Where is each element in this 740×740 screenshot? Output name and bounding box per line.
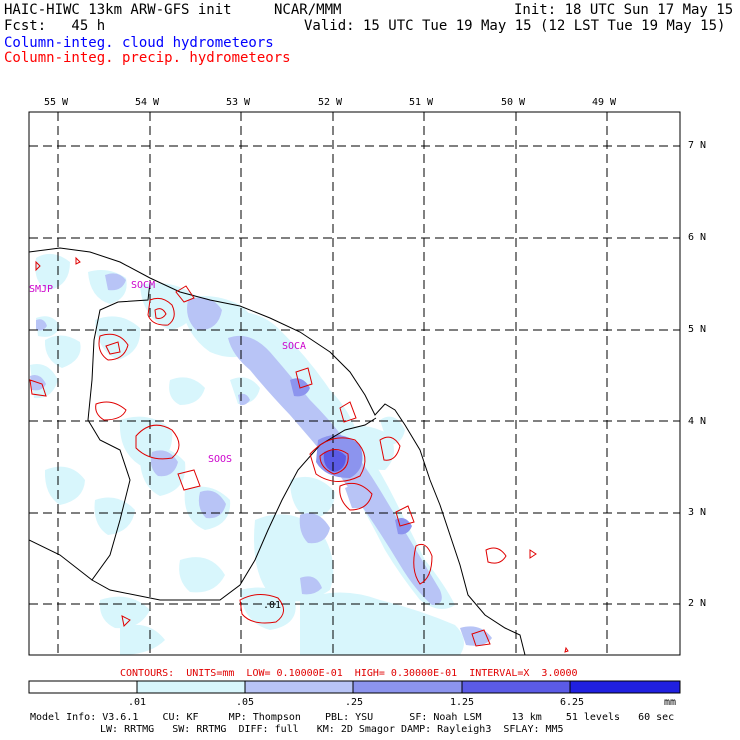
colorbar-tick: .01 — [128, 697, 147, 708]
lat-lon-grid — [29, 112, 680, 655]
colorbar-tick: .25 — [345, 697, 364, 708]
model-title: HAIC-HIWC 13km ARW-GFS init — [4, 2, 232, 18]
lon-label: 55 W — [44, 97, 69, 108]
station-label: SMJP — [29, 284, 54, 295]
lat-label: 7 N — [688, 140, 707, 151]
colorbar-tick: 6.25 — [560, 697, 585, 708]
station-label: SOCA — [282, 341, 307, 352]
lat-label: 4 N — [688, 416, 707, 427]
lat-label: 2 N — [688, 598, 707, 609]
contours-note: CONTOURS: UNITS=mm LOW= 0.10000E-01 HIGH… — [120, 668, 578, 679]
lon-label: 54 W — [135, 97, 160, 108]
border-lines — [29, 281, 377, 601]
colorbar-units: mm — [664, 697, 677, 708]
forecast-hour: Fcst: 45 h — [4, 18, 106, 34]
lon-label: 51 W — [409, 97, 434, 108]
coastline — [29, 247, 526, 655]
shade-level-125 — [323, 449, 346, 472]
lon-label: 53 W — [226, 97, 251, 108]
contour-value-label: .01 — [263, 600, 282, 611]
colorbar-tick: 1.25 — [450, 697, 475, 708]
station-label: SOOS — [208, 454, 233, 465]
frame-ticks — [57, 112, 680, 605]
lat-label: 6 N — [688, 232, 707, 243]
lat-label: 5 N — [688, 324, 707, 335]
init-time: Init: 18 UTC Sun 17 May 15 — [514, 2, 734, 18]
colorbar — [28, 680, 681, 694]
valid-time: Valid: 15 UTC Tue 19 May 15 (12 LST Tue … — [304, 18, 726, 34]
org-label: NCAR/MMM — [274, 2, 342, 18]
station-label: SOCM — [131, 280, 156, 291]
lat-label: 3 N — [688, 507, 707, 518]
legend-cloud: Column-integ. cloud hydrometeors — [4, 35, 274, 51]
lon-label: 50 W — [501, 97, 526, 108]
precip-contours — [29, 256, 569, 653]
colorbar-tick: .05 — [236, 697, 255, 708]
lon-label: 52 W — [318, 97, 343, 108]
model-info-line2: LW: RRTMG SW: RRTMG DIFF: full KM: 2D Sm… — [100, 724, 564, 735]
shade-level-05 — [30, 273, 492, 646]
lon-label: 49 W — [592, 97, 617, 108]
map-plot-area — [29, 112, 680, 655]
shade-level-01 — [30, 253, 464, 655]
plot-frame — [28, 111, 681, 656]
legend-precip: Column-integ. precip. hydrometeors — [4, 50, 291, 66]
model-info-line1: Model Info: V3.6.1 CU: KF MP: Thompson P… — [30, 712, 675, 723]
